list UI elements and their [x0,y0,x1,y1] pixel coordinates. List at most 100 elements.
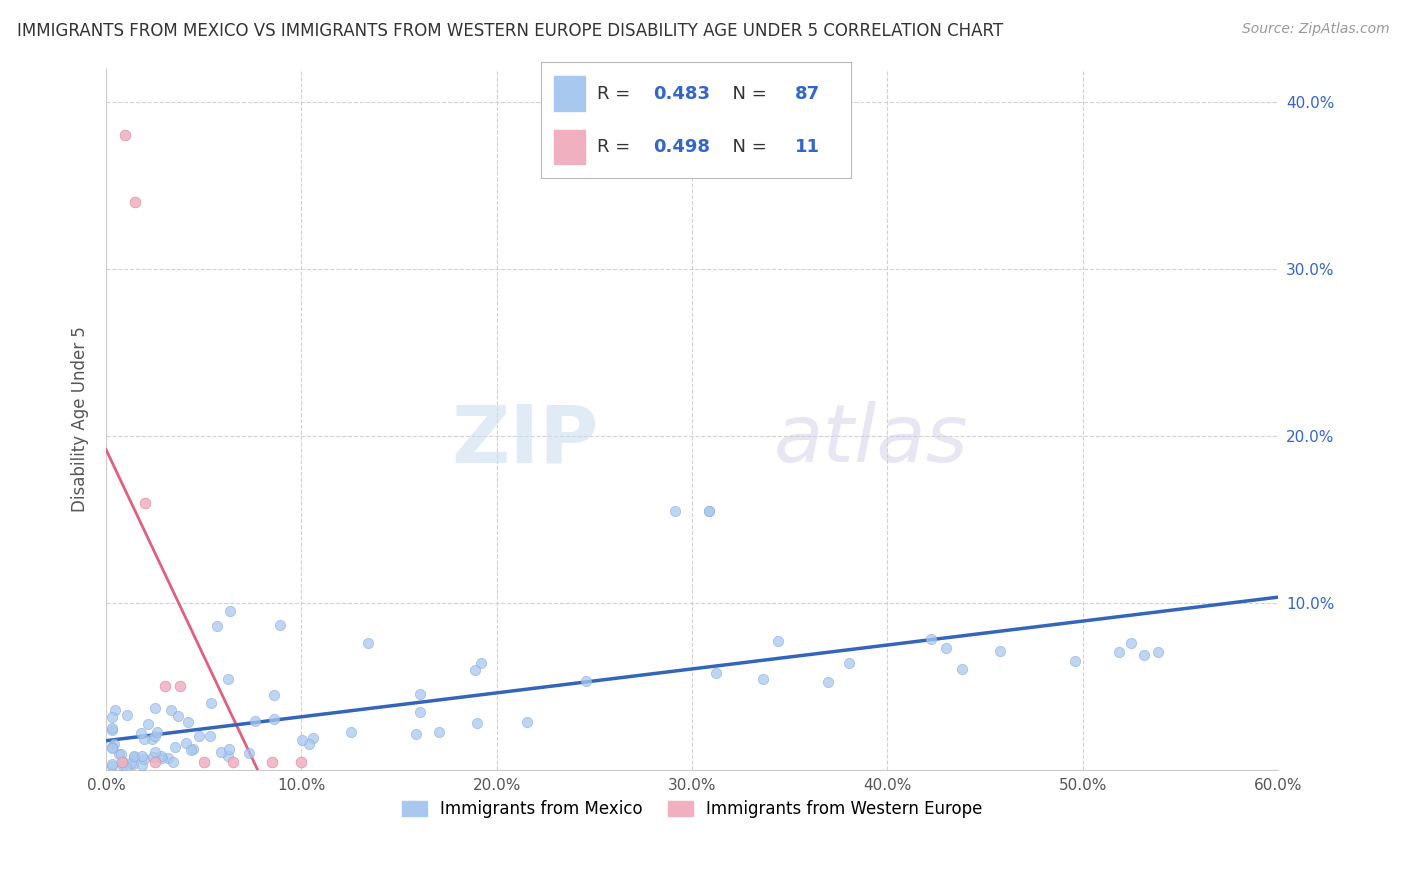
Point [766,634,789,648]
Point [143,701,166,715]
Point [817,674,839,689]
Point [188,730,211,744]
Point [110,747,132,762]
Point [297,737,319,751]
Point [166,708,188,723]
Legend: Immigrants from Mexico, Immigrants from Western Europe: Immigrants from Mexico, Immigrants from … [395,794,988,825]
Text: Source: ZipAtlas.com: Source: ZipAtlas.com [1241,22,1389,37]
Point [162,756,184,770]
Point [100,758,122,772]
Point [134,731,156,746]
Point [101,723,124,737]
Point [143,729,166,743]
Bar [554,129,585,164]
Point [1133,648,1156,662]
Point [269,617,291,632]
Point [143,745,166,759]
Point [952,662,974,676]
Point [134,752,156,766]
Point [516,715,538,730]
Point [111,755,134,769]
Point [100,710,122,724]
Point [100,721,122,735]
Point [131,758,153,772]
Text: R =: R = [598,85,636,103]
Text: R =: R = [598,138,636,156]
Point [103,737,125,751]
Point [838,656,860,670]
Point [120,756,142,771]
Point [290,755,312,769]
Point [163,740,186,755]
Point [146,724,169,739]
Point [243,714,266,728]
Point [470,656,492,670]
Point [114,128,136,143]
Text: N =: N = [721,85,772,103]
Point [124,195,146,210]
Point [209,745,232,759]
Point [122,748,145,763]
Point [291,733,314,747]
Point [143,755,166,769]
Point [409,705,432,719]
Text: ZIP: ZIP [451,401,598,479]
Text: 0.498: 0.498 [652,138,710,156]
Point [176,714,198,729]
Point [150,750,173,764]
Point [464,663,486,677]
Point [180,742,202,756]
Point [921,632,943,646]
Point [1147,644,1170,658]
Point [664,504,686,518]
Point [409,686,432,700]
Point [467,716,489,731]
Point [100,739,122,754]
Point [935,640,957,655]
Point [111,759,134,773]
Point [200,697,222,711]
Text: 11: 11 [794,138,820,156]
Point [141,731,163,746]
Point [704,665,727,680]
Text: IMMIGRANTS FROM MEXICO VS IMMIGRANTS FROM WESTERN EUROPE DISABILITY AGE UNDER 5 : IMMIGRANTS FROM MEXICO VS IMMIGRANTS FRO… [17,22,1002,40]
Point [134,496,156,510]
Point [217,749,239,764]
Point [697,504,720,518]
Point [1108,645,1130,659]
Point [129,725,152,739]
Point [339,725,361,739]
Point [100,741,122,756]
Point [575,674,598,689]
Text: 0.483: 0.483 [652,85,710,103]
Point [153,680,176,694]
Point [117,707,139,722]
Bar [554,77,585,112]
Point [357,636,380,650]
Text: 87: 87 [794,85,820,103]
Point [157,751,180,765]
Point [198,729,221,743]
Point [142,750,165,764]
Point [697,504,720,518]
Point [238,746,260,760]
Point [263,712,285,726]
Point [752,672,775,686]
Point [122,756,145,771]
Point [427,724,450,739]
Point [174,736,197,750]
Text: atlas: atlas [773,401,969,479]
Point [108,747,131,762]
Point [183,742,205,756]
Point [1121,636,1143,650]
Point [160,703,183,717]
Point [131,749,153,764]
Point [149,749,172,764]
Point [110,755,132,769]
Text: N =: N = [721,138,772,156]
Point [122,749,145,764]
Point [169,680,191,694]
Point [136,717,159,731]
Point [260,755,283,769]
Point [218,604,240,618]
